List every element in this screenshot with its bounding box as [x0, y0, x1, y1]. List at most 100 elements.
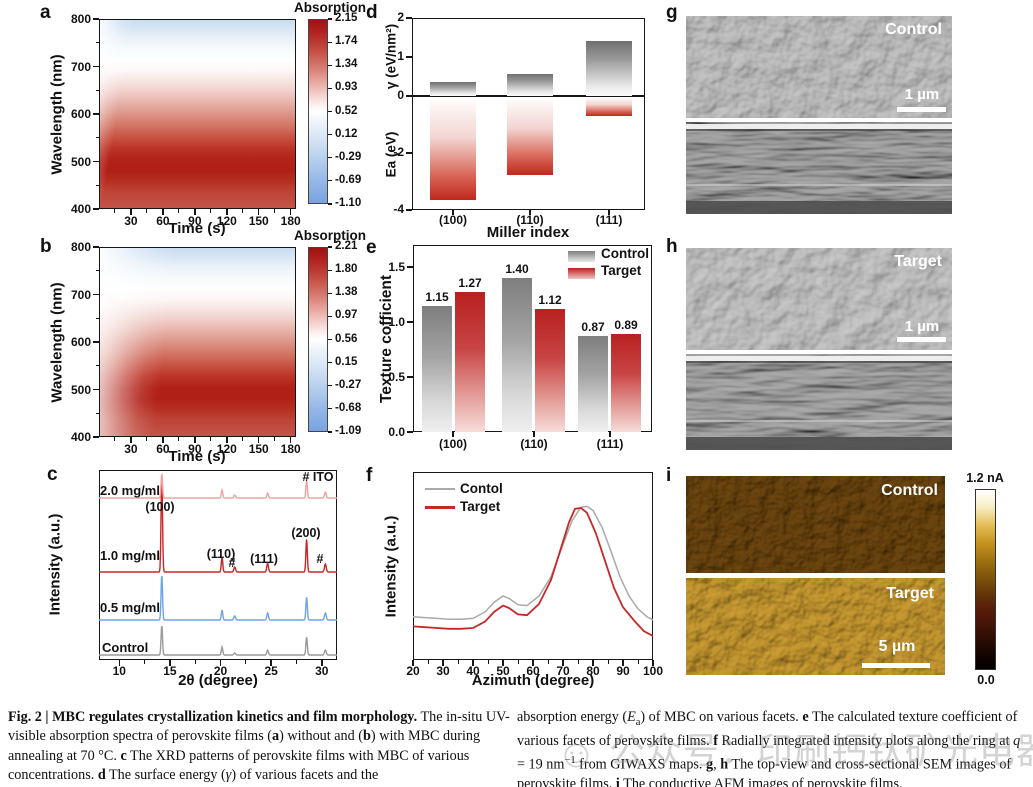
- panel-c-x-tick-label: 15: [163, 664, 177, 678]
- panel-b-colorbar-tick: [328, 246, 332, 248]
- panel-f-x-minor-tick: [427, 660, 429, 664]
- panel-label-h: h: [666, 236, 678, 257]
- sem-control-scalebar: [897, 107, 946, 112]
- sem-control-tag: Control: [885, 21, 942, 38]
- panel-b-y-minor-tick: [95, 412, 99, 414]
- caption-segment: The conductive AFM images of perovskite …: [619, 776, 903, 787]
- caption-segment: γ: [225, 766, 232, 783]
- afm-target-tag: Target: [886, 585, 934, 602]
- panel-b-x-tick-label: 90: [188, 442, 202, 456]
- panel-f-y-label: Intensity (a.u.): [382, 515, 400, 618]
- caption-segment: a: [272, 728, 280, 745]
- caption-segment: e: [802, 709, 809, 725]
- panel-f-x-tick: [442, 660, 444, 666]
- panel-a-colorbar-tick: [328, 157, 332, 159]
- panel-a-y-tick: [93, 208, 99, 210]
- caption-segment: c: [120, 747, 127, 764]
- panel-d-x-tick-label: (111): [595, 213, 623, 227]
- panel-f-x-minor-tick: [547, 660, 549, 664]
- panel-f-x-minor-tick: [607, 660, 609, 664]
- panel-f-curves: [413, 505, 653, 637]
- panel-f-x-tick-label: 70: [556, 664, 570, 678]
- panel-a-colorbar-tick: [328, 87, 332, 89]
- panel-f-x-label: Azimuth (degree): [471, 672, 595, 689]
- caption-segment: E: [627, 709, 636, 725]
- panel-a-x-tick-label: 120: [216, 214, 237, 228]
- panel-b-x-tick: [226, 437, 228, 443]
- panel-c-x-tick: [219, 660, 222, 666]
- panel-e-x-tick: [609, 432, 611, 437]
- panel-e-target-bar: [611, 334, 641, 432]
- panel-d-y-tick: [406, 152, 412, 154]
- panel-b-x-tick: [162, 437, 164, 443]
- panel-b-colorbar-tick-label: 2.21: [335, 240, 358, 252]
- panel-e-x-tick-label: (100): [438, 437, 467, 451]
- caption-segment: a: [635, 716, 641, 728]
- panel-f-x-tick: [472, 660, 474, 666]
- panel-label-g: g: [666, 2, 678, 23]
- caption-segment: −1: [564, 755, 576, 767]
- panel-c-x-tick-label: 25: [264, 664, 278, 678]
- panel-a-colorbar-tick-label: -0.69: [335, 173, 362, 186]
- panel-a-x-minor-tick: [114, 209, 116, 213]
- caption-segment: The top-view and cross-sectional SEM ima…: [517, 757, 1012, 787]
- afm-colorbar-max: 1.2 nA: [966, 471, 1004, 485]
- xrd-trace-1-0-mg-ml: [99, 477, 337, 573]
- panel-label-c: c: [47, 464, 58, 485]
- panel-d-y-tick-label: 0: [397, 88, 404, 102]
- caption-segment: = 19 nm: [517, 757, 565, 774]
- afm-control-tag: Control: [881, 482, 938, 499]
- panel-c-x-minor-tick: [245, 660, 247, 664]
- caption-segment: d: [97, 766, 106, 783]
- panel-d-y-tick-label: 1: [397, 49, 404, 63]
- legend-line-target-f: [425, 506, 455, 509]
- xrd-trace-control: [99, 625, 337, 656]
- panel-b-x-tick-label: 60: [156, 442, 170, 456]
- sem-topview-control-image: [686, 16, 952, 118]
- panel-b-x-tick-label: 180: [280, 442, 301, 456]
- panel-e-target-bar: [535, 308, 565, 432]
- panel-a-early-time-overlay: [100, 20, 295, 208]
- panel-a-colorbar-tick: [328, 180, 332, 182]
- sem-topview-target-image: [686, 248, 952, 350]
- panel-b-y-tick: [93, 293, 99, 296]
- afm-colorbar-min: 0.0: [977, 673, 995, 687]
- panel-d-gamma-bar: [507, 73, 553, 96]
- panel-b-colorbar-tick-label: -1.09: [335, 425, 362, 437]
- panel-f-x-tick: [652, 660, 654, 666]
- panel-b-y-tick: [93, 246, 99, 248]
- panel-d-gamma-bar: [430, 82, 476, 96]
- panel-a-colorbar-tick: [328, 110, 332, 113]
- panel-a-x-label: Time (s): [168, 220, 226, 237]
- trace-label-control: Control: [102, 640, 149, 655]
- panel-e-y-tick: [407, 376, 413, 378]
- panel-c-x-tick: [321, 660, 323, 666]
- panel-e-x-tick: [452, 432, 454, 437]
- sem-target-tag: Target: [894, 253, 942, 270]
- panel-d-x-tick: [452, 210, 454, 215]
- panel-f-x-tick-label: 60: [526, 664, 540, 678]
- panel-a-colorbar-tick-label: -0.29: [335, 150, 362, 163]
- panel-f-x-tick-label: 50: [496, 664, 510, 678]
- panel-a-x-tick-label: 60: [156, 214, 170, 228]
- panel-a-y-tick: [93, 18, 99, 20]
- panel-b-y-tick-label: 700: [70, 287, 91, 302]
- panel-c-x-tick-label: 10: [112, 664, 126, 678]
- panel-b-x-minor-tick: [242, 437, 244, 441]
- panel-f-x-tick: [622, 660, 624, 666]
- panel-d-y-tick-label: -2: [393, 145, 404, 159]
- panel-f-x-tick-label: 30: [436, 664, 450, 678]
- trace-label-05mgml: 0.5 mg/ml: [100, 600, 160, 615]
- caption-right-column: absorption energy (Ea) of MBC on various…: [517, 708, 1031, 787]
- panel-a-colorbar-title: Absorption: [294, 0, 366, 15]
- panel-b-colorbar-tick-label: 0.56: [335, 332, 358, 345]
- panel-d-gamma-bar: [586, 41, 632, 96]
- panel-c-x-tick: [270, 660, 272, 666]
- panel-a-x-minor-tick: [178, 209, 180, 213]
- panel-a-x-tick: [226, 209, 228, 215]
- afm-scalebar-label: 5 µm: [878, 638, 916, 655]
- panel-b-y-tick: [93, 388, 99, 391]
- panel-b-colorbar-title: Absorption: [294, 228, 366, 243]
- panel-c-x-tick: [169, 660, 171, 666]
- caption-segment: Fig. 2 | MBC regulates crystallization k…: [8, 709, 418, 725]
